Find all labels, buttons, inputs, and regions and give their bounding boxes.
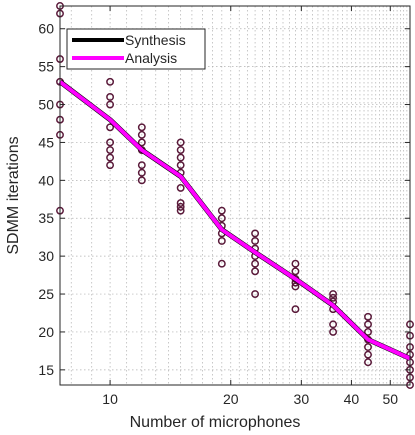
legend-label: Analysis [125,50,177,66]
scatter-point [176,206,185,215]
scatter-point [217,259,226,268]
legend: Synthesis Analysis [66,28,206,70]
scatter-point [251,267,260,276]
scatter-point [137,161,146,170]
grid-layer [60,6,410,385]
scatter-point [106,138,115,147]
legend-box [66,28,206,70]
scatter-point [176,153,185,162]
x-axis-label: Number of microphones [130,414,301,431]
scatter-point [106,93,115,101]
legend-label: Synthesis [125,32,186,48]
scatter-point [364,343,372,352]
y-tick-label: 20 [38,324,54,340]
x-tick-label: 40 [344,391,360,407]
scatter-point [329,327,338,336]
scatter-point [217,237,226,245]
scatter-point [217,206,226,215]
y-tick-label: 40 [38,172,54,188]
scatter-layer [56,2,414,389]
series-line-analysis [58,80,411,361]
scatter-point [291,305,300,314]
y-tick-label: 25 [38,286,54,302]
y-tick-label: 50 [38,97,54,113]
scatter-point [251,259,260,268]
scatter-point [291,259,300,268]
scatter-point [364,320,372,329]
scatter-point [364,327,372,336]
scatter-point [291,267,300,276]
scatter-point [106,146,115,154]
scatter-point [251,229,260,238]
scatter-point [176,199,185,208]
plot-frame [59,5,411,386]
y-tick-label: 30 [38,248,54,264]
scatter-point [137,130,146,139]
scatter-point [137,138,146,147]
scatter-point [364,358,372,367]
y-tick-label: 60 [38,21,54,37]
series-layer [58,79,412,361]
scatter-point [329,290,338,298]
scatter-point [251,290,260,298]
x-tick-label: 50 [382,391,398,407]
scatter-point [137,168,146,177]
y-tick-label: 15 [38,362,54,378]
scatter-point [291,282,300,291]
scatter-point [176,183,185,192]
scatter-point [106,100,115,109]
scatter-point [137,176,146,185]
y-tick-label: 35 [38,210,54,226]
scatter-point [176,146,185,154]
scatter-point [251,237,260,245]
scatter-point [176,161,185,170]
scatter-point [364,350,372,359]
scatter-point [137,123,146,132]
scatter-point [106,77,115,86]
scatter-point [329,320,338,329]
scatter-point [364,312,372,321]
scatter-point [217,214,226,223]
x-tick-label: 10 [102,391,118,407]
scatter-point [106,123,115,132]
y-axis-label: SDMM iterations [5,136,22,254]
x-tick-label: 20 [223,391,239,407]
y-tick-label: 55 [38,59,54,75]
scatter-point [106,161,115,170]
scatter-point [176,138,185,147]
x-tick-label: 30 [294,391,310,407]
scatter-point [329,293,338,302]
scatter-point [106,153,115,162]
tick-layer: 10 20 30 40 50 15 20 25 30 35 40 45 50 55 60 [38,6,410,407]
scatter-point [176,202,185,211]
y-tick-label: 45 [38,134,54,150]
